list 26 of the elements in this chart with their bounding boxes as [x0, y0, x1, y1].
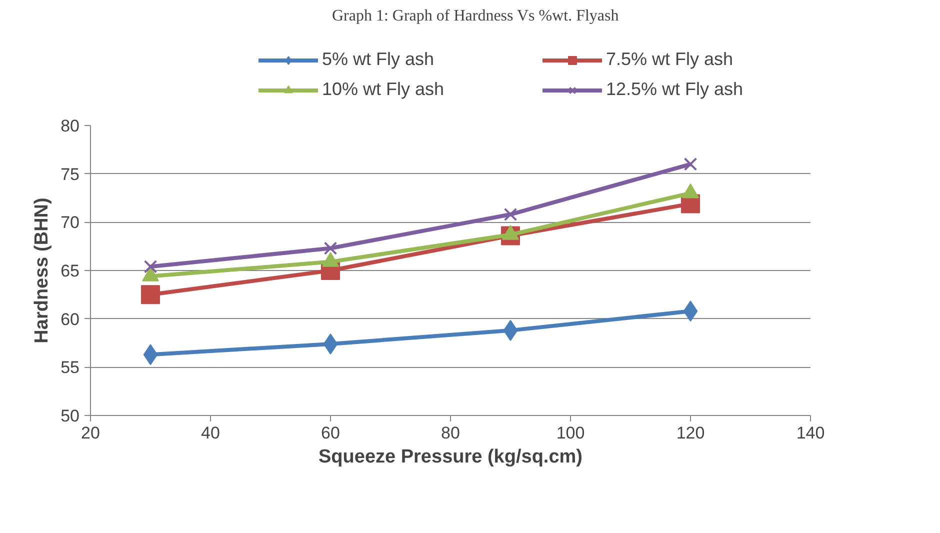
y-tick-label: 75 [60, 164, 80, 184]
x-tick-label: 80 [441, 424, 460, 442]
point [141, 285, 160, 304]
legend-label: 12.5% wt Fly ash [606, 79, 744, 100]
legend-label: 5% wt Fly ash [322, 49, 436, 70]
y-tick-label: 60 [60, 310, 80, 329]
point [324, 242, 338, 255]
y-tick-label: 80 [60, 116, 80, 136]
y-tick-label: 65 [60, 262, 80, 280]
x-tick-label: 120 [676, 424, 705, 442]
x-tick-label: 20 [81, 424, 100, 442]
point [504, 208, 518, 222]
point [144, 260, 158, 274]
x-tick-label: 140 [796, 424, 825, 442]
y-tick-label: 50 [60, 406, 80, 426]
y-tick-label: 70 [60, 213, 80, 232]
chart-title: Graph 1: Graph of Hardness Vs %wt. Flyash [332, 8, 619, 24]
x-tick-label: 60 [321, 424, 340, 442]
y-axis-title: Hardness (BHN) [32, 198, 53, 344]
legend-label: 7.5% wt Fly ash [606, 49, 734, 70]
point [684, 158, 698, 171]
y-tick-label: 55 [60, 358, 80, 378]
legend-label: 10% wt Fly ash [322, 79, 446, 100]
x-axis-title: Squeeze Pressure (kg/sq.cm) [318, 446, 582, 468]
x-tick-label: 100 [556, 424, 585, 442]
x-tick-label: 40 [201, 424, 220, 442]
